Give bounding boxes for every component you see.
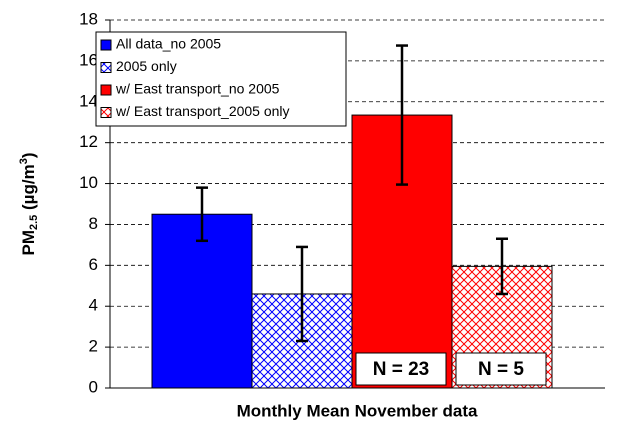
legend-swatch	[100, 84, 112, 96]
annotation: N = 23	[373, 359, 430, 380]
annotation-box	[455, 352, 547, 386]
y-axis-label-part: 2.5	[28, 215, 40, 230]
error-bar	[396, 44, 408, 186]
y-tick-label: 4	[89, 296, 98, 315]
error-bar	[296, 245, 308, 343]
bar	[151, 213, 253, 389]
y-axis-label-part: 3	[18, 158, 30, 164]
y-axis-label-part: (µg/m	[19, 164, 38, 214]
error-bar	[496, 237, 508, 296]
legend-swatch	[100, 62, 112, 73]
error-bar	[196, 186, 208, 243]
legend-label: 2005 only	[116, 58, 177, 74]
legend-swatch	[100, 107, 112, 118]
x-axis-label: Monthly Mean November data	[237, 401, 478, 420]
legend-label: w/ East transport_no 2005	[115, 81, 280, 97]
y-tick-label: 2	[89, 337, 98, 356]
y-tick-label: 14	[79, 91, 98, 110]
y-tick-label: 10	[79, 173, 98, 192]
annotation: N = 5	[478, 359, 524, 380]
y-tick-label: 16	[79, 50, 98, 69]
y-tick-label: 6	[89, 255, 98, 274]
y-tick-label: 12	[79, 132, 98, 151]
y-tick-label: 8	[89, 214, 98, 233]
legend-label: w/ East transport_2005 only	[115, 103, 290, 119]
y-axis-label-part: )	[19, 153, 38, 159]
y-tick-label: 0	[89, 377, 98, 396]
legend-box	[95, 31, 347, 127]
legend-label: All data_no 2005	[116, 36, 221, 52]
y-tick-label: 18	[79, 9, 98, 28]
legend-swatch	[100, 39, 112, 51]
y-axis-label-part: PM	[19, 230, 38, 256]
y-axis-label: PM2.5 (µg/m3)	[18, 153, 40, 256]
annotation-box	[355, 352, 447, 386]
